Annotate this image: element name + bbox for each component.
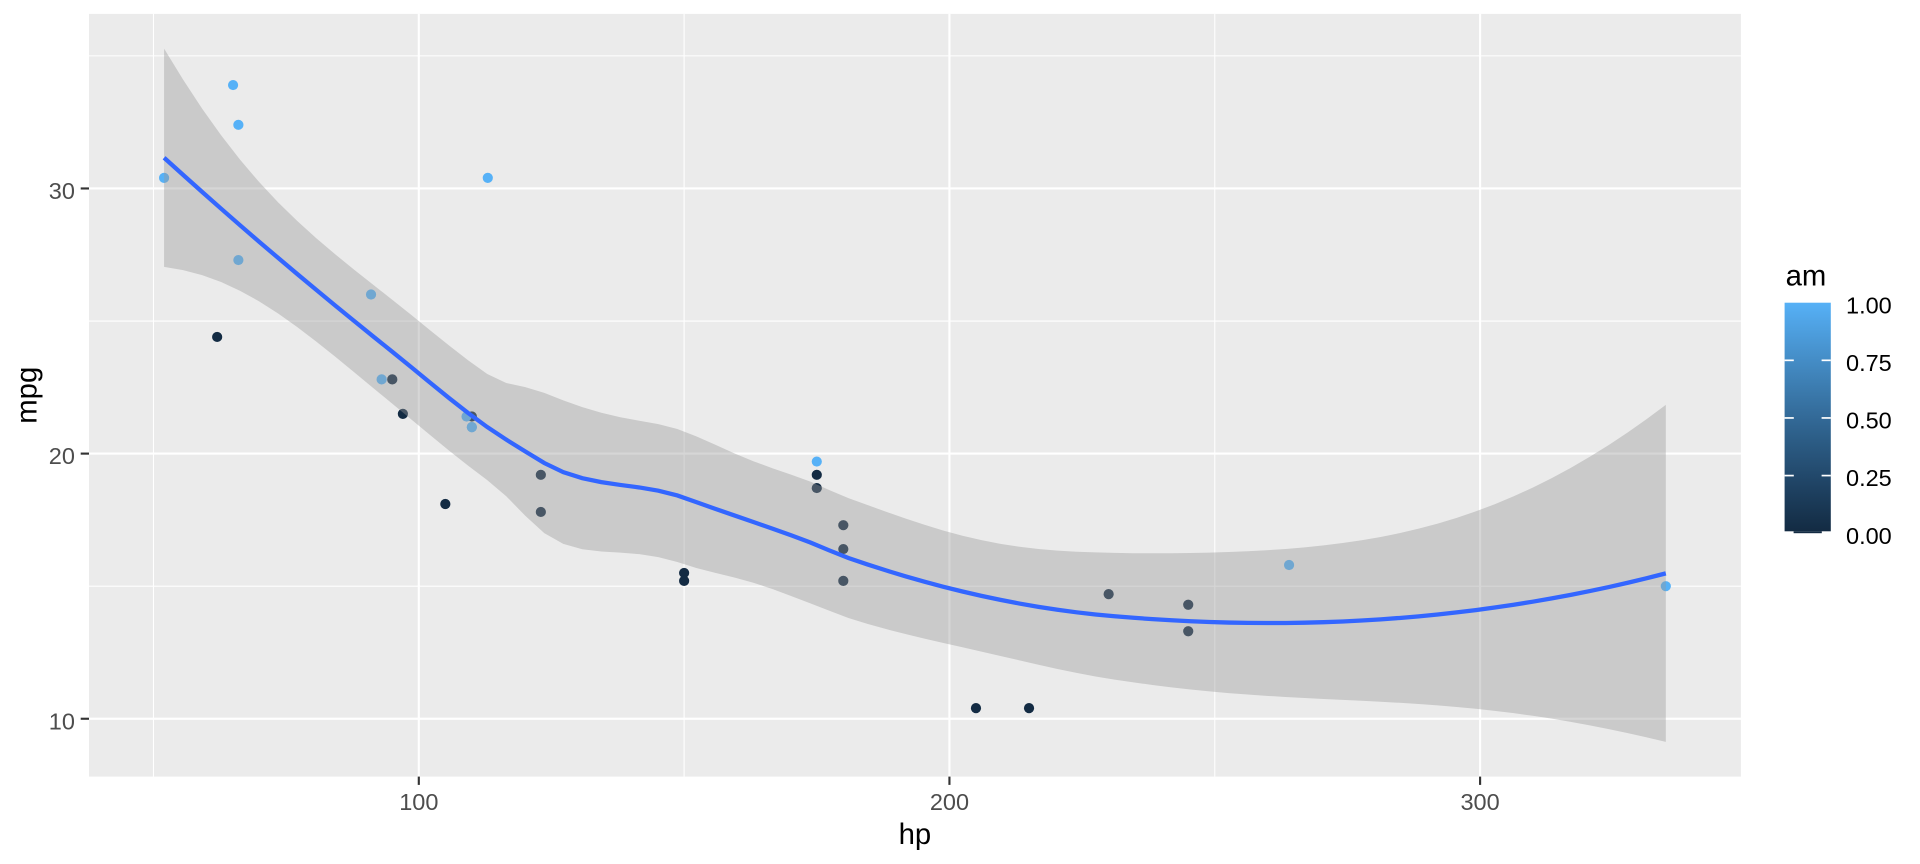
- svg-text:0.50: 0.50: [1846, 408, 1892, 434]
- svg-text:200: 200: [930, 789, 969, 815]
- svg-text:300: 300: [1460, 789, 1499, 815]
- svg-text:1.00: 1.00: [1846, 292, 1892, 318]
- svg-text:hp: hp: [899, 818, 932, 851]
- svg-text:0.75: 0.75: [1846, 350, 1892, 376]
- svg-text:10: 10: [49, 708, 75, 734]
- svg-text:mpg: mpg: [10, 367, 43, 424]
- svg-text:20: 20: [49, 443, 75, 469]
- svg-text:100: 100: [399, 789, 438, 815]
- svg-text:0.25: 0.25: [1846, 465, 1892, 491]
- svg-text:am: am: [1786, 259, 1827, 292]
- svg-text:30: 30: [49, 178, 75, 204]
- svg-text:0.00: 0.00: [1846, 523, 1892, 549]
